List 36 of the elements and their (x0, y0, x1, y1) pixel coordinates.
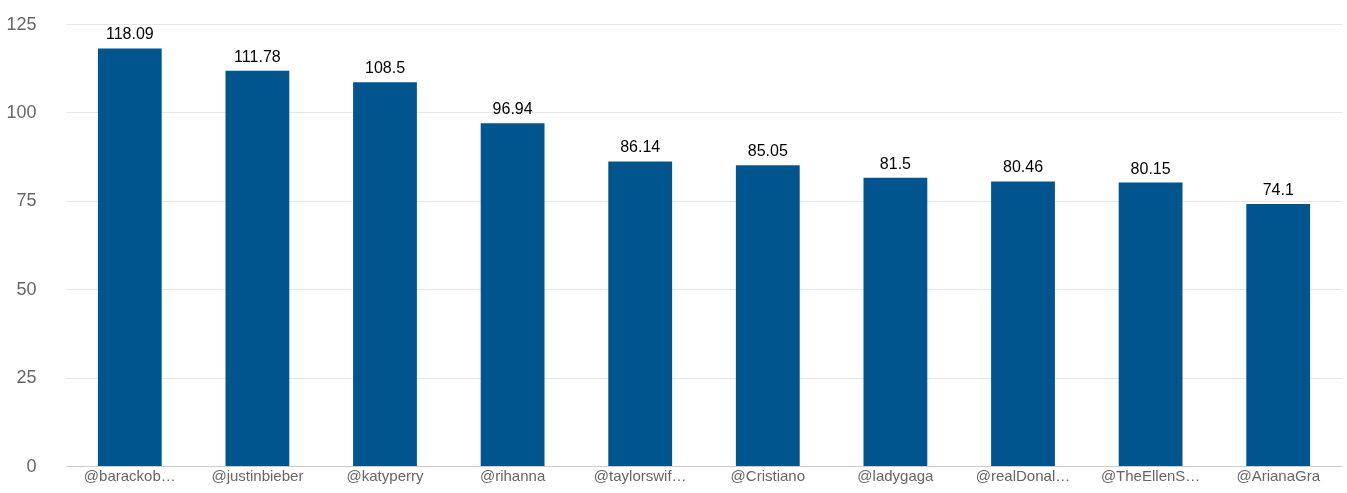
x-tick-label: @katyperry (346, 466, 424, 484)
bar (735, 165, 800, 466)
bar (991, 181, 1055, 466)
data-label: 108.5 (364, 59, 406, 77)
y-tick-label: 0 (26, 455, 37, 476)
bar (1246, 203, 1311, 466)
data-label: 118.09 (105, 25, 154, 43)
bar (480, 123, 545, 466)
data-label: 86.14 (620, 138, 661, 156)
bar (608, 161, 673, 466)
y-tick-label: 50 (16, 278, 37, 299)
bar (97, 48, 162, 466)
y-tick-label: 75 (16, 190, 37, 211)
bar (225, 70, 290, 466)
bar (863, 177, 928, 466)
data-label: 81.5 (879, 154, 912, 172)
data-label: 111.78 (234, 47, 281, 65)
data-label: 74.1 (1262, 180, 1294, 198)
x-tick-label: @ladygaga (857, 466, 935, 484)
y-tick-label: 25 (16, 367, 37, 388)
data-label: 96.94 (492, 100, 533, 118)
bar (1118, 182, 1183, 466)
x-tick-label: @TheEllenS… (1100, 466, 1201, 484)
x-tick-label: @justinbieber (211, 466, 304, 484)
bar (353, 82, 417, 466)
data-label: 80.15 (1130, 159, 1171, 177)
x-tick-label: @realDonal… (975, 466, 1071, 484)
data-label: 85.05 (747, 142, 788, 160)
x-tick-label: @Cristiano (730, 466, 806, 484)
x-tick-label: @rihanna (479, 466, 546, 484)
x-tick-label: @ArianaGra (1236, 466, 1321, 484)
data-label: 80.46 (1002, 158, 1044, 176)
y-tick-label: 100 (6, 101, 37, 122)
x-tick-label: @barackob… (83, 466, 176, 484)
y-tick-label: 125 (6, 13, 37, 34)
x-tick-label: @taylorswif… (593, 466, 687, 484)
